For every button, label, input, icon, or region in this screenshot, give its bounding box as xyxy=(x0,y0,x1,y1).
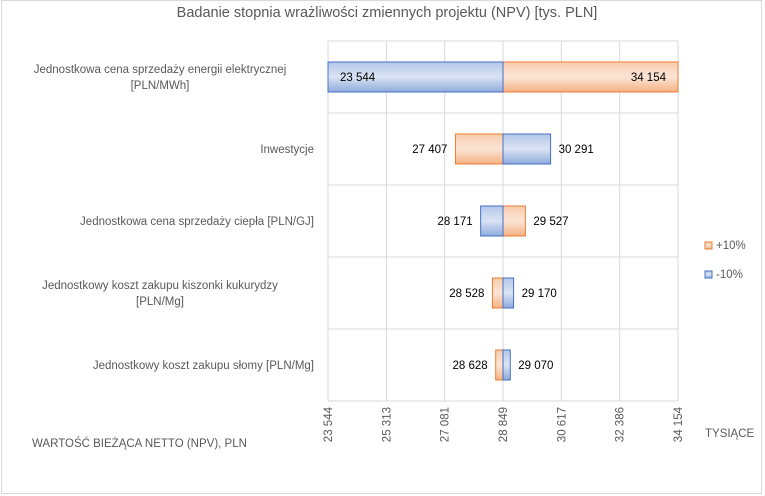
category-label-line: Inwestycje xyxy=(260,144,314,156)
legend: +10% -10% xyxy=(704,240,746,281)
category-labels: Jednostkowa cena sprzedaży energii elekt… xyxy=(34,64,314,372)
data-label-plus10: 34 154 xyxy=(631,72,667,84)
data-label-plus10: 28 628 xyxy=(453,360,488,372)
category-label: Jednostkowy koszt zakupu kiszonki kukury… xyxy=(42,280,278,308)
bar-plus10 xyxy=(495,349,504,381)
category-label: Jednostkowy koszt zakupu słomy [PLN/Mg] xyxy=(93,360,314,372)
data-label-minus10: 28 171 xyxy=(437,216,472,228)
data-label-minus10: 29 170 xyxy=(522,288,557,300)
x-axis-title: WARTOŚĆ BIEŻĄCA NETTO (NPV), PLN xyxy=(32,437,247,450)
data-label-minus10: 30 291 xyxy=(559,144,594,156)
data-label-plus10: 27 407 xyxy=(412,144,447,156)
x-tick-label: 25 313 xyxy=(381,407,393,442)
bar-minus10 xyxy=(480,205,504,237)
x-tick-labels: 23 544 25 313 27 081 28 849 30 617 32 386 34 1… xyxy=(323,406,685,442)
category-label-line: [PLN/Mg] xyxy=(136,296,184,308)
legend-swatch xyxy=(704,241,713,250)
data-label-minus10: 29 070 xyxy=(518,360,553,372)
data-label-plus10: 29 527 xyxy=(533,216,568,228)
chart-title: Badanie stopnia wrażliwości zmiennych pr… xyxy=(177,5,598,21)
bar-plus10 xyxy=(454,133,504,165)
bar-minus10 xyxy=(327,61,504,93)
bar-minus10 xyxy=(502,133,552,165)
bar-plus10 xyxy=(491,277,504,309)
category-label-line: Jednostkowa cena sprzedaży energii elekt… xyxy=(34,64,287,76)
legend-label: -10% xyxy=(716,269,743,281)
unit-label: TYSIĄCE xyxy=(705,428,755,440)
legend-swatch xyxy=(704,270,713,279)
x-tick-label: 23 544 xyxy=(323,406,335,442)
bar-minus10 xyxy=(502,277,515,309)
bar-plus10 xyxy=(502,61,679,93)
x-tick-label: 27 081 xyxy=(440,407,452,442)
category-label-line: Jednostkowy koszt zakupu kiszonki kukury… xyxy=(42,280,278,292)
data-label-plus10: 28 528 xyxy=(449,288,484,300)
grid-lines xyxy=(327,40,679,402)
bar-plus10 xyxy=(502,205,526,237)
x-tick-label: 34 154 xyxy=(673,406,685,442)
category-label-line: [PLN/MWh] xyxy=(131,80,190,92)
category-label: Jednostkowa cena sprzedaży energii elekt… xyxy=(34,64,287,92)
data-label-minus10: 23 544 xyxy=(340,72,376,84)
bar-minus10 xyxy=(502,349,511,381)
category-label: Jednostkowa cena sprzedaży ciepła [PLN/G… xyxy=(80,216,314,228)
category-label: Inwestycje xyxy=(260,144,314,156)
x-tick-label: 30 617 xyxy=(556,407,568,442)
x-tick-label: 28 849 xyxy=(498,407,510,442)
bars: 34 154 23 544 27 407 30 291 29 527 28 171 28 5… xyxy=(327,61,679,381)
category-label-line: Jednostkowa cena sprzedaży ciepła [PLN/G… xyxy=(80,216,314,228)
legend-label: +10% xyxy=(716,240,746,252)
x-tick-label: 32 386 xyxy=(615,407,627,442)
category-label-line: Jednostkowy koszt zakupu słomy [PLN/Mg] xyxy=(93,360,314,372)
